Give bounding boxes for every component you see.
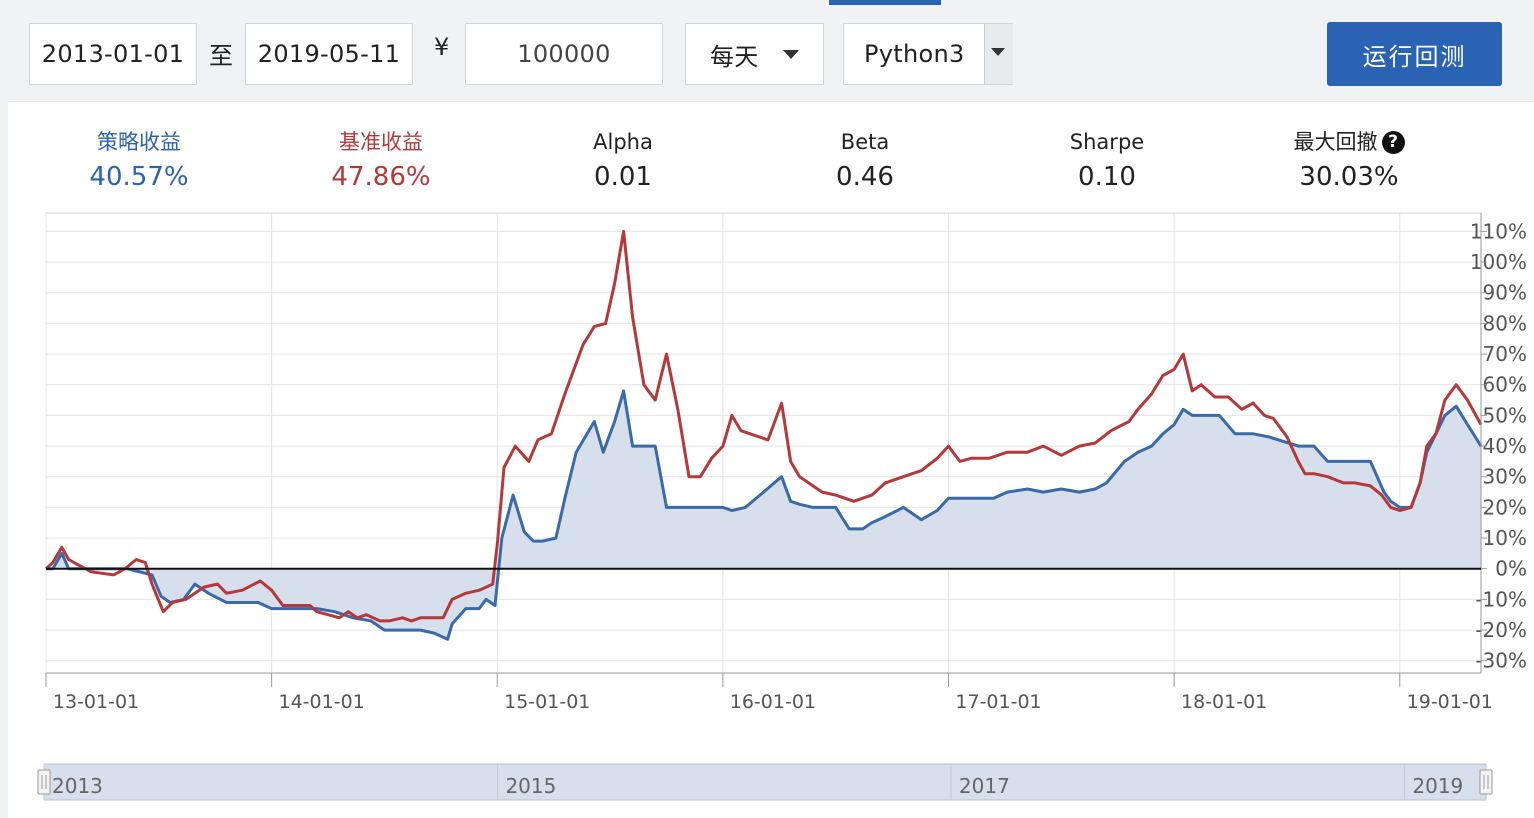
active-tab-indicator bbox=[829, 0, 941, 5]
stat-sharpe: Sharpe 0.10 bbox=[997, 128, 1217, 192]
x-tick-label: 19-01-01 bbox=[1407, 691, 1493, 713]
series-area-fill bbox=[46, 390, 1481, 640]
currency-symbol: ¥ bbox=[434, 33, 450, 61]
x-tick-label: 14-01-01 bbox=[279, 691, 365, 713]
y-tick-label: -20% bbox=[1475, 618, 1527, 642]
y-tick-label: -10% bbox=[1475, 587, 1527, 611]
stat-beta: Beta 0.46 bbox=[755, 128, 975, 192]
plot-area bbox=[45, 212, 1482, 674]
language-value: Python3 bbox=[864, 40, 965, 68]
x-tick-label: 15-01-01 bbox=[504, 691, 590, 713]
y-tick-label: 0% bbox=[1495, 557, 1527, 581]
language-select[interactable]: Python3 bbox=[843, 23, 1013, 85]
left-edge bbox=[0, 0, 8, 818]
stat-title-row: 最大回撤? bbox=[1239, 128, 1459, 156]
y-tick-label: 90% bbox=[1483, 281, 1527, 305]
stat-value: 40.57% bbox=[89, 162, 189, 192]
y-tick-label: 20% bbox=[1483, 495, 1527, 519]
run-backtest-button[interactable]: 运行回测 bbox=[1327, 22, 1502, 86]
capital-input[interactable]: 100000 bbox=[465, 23, 663, 85]
frequency-select[interactable]: 每天 bbox=[685, 23, 824, 85]
y-tick-label: 10% bbox=[1483, 526, 1527, 550]
frequency-value: 每天 bbox=[710, 42, 759, 71]
navigator-year-label: 2013 bbox=[52, 774, 103, 798]
end-date-value: 2019-05-11 bbox=[257, 40, 401, 68]
y-tick-label: -30% bbox=[1475, 649, 1527, 673]
strategy-line bbox=[46, 389, 1483, 641]
capital-value: 100000 bbox=[517, 40, 611, 68]
stat-value: 30.03% bbox=[1299, 162, 1399, 192]
start-date-value: 2013-01-01 bbox=[41, 40, 185, 68]
stat-title: Beta bbox=[840, 130, 890, 154]
benchmark-line bbox=[44, 229, 1483, 623]
y-tick-label: 70% bbox=[1483, 342, 1527, 366]
to-label: 至 bbox=[209, 42, 233, 70]
stat-title: 策略收益 bbox=[97, 130, 181, 154]
stat-benchmark-return: 基准收益 47.86% bbox=[271, 128, 491, 192]
end-date-input[interactable]: 2019-05-11 bbox=[245, 23, 413, 85]
stat-alpha: Alpha 0.01 bbox=[513, 128, 733, 192]
stat-value: 47.86% bbox=[331, 162, 431, 192]
y-tick-label: 100% bbox=[1470, 250, 1527, 274]
y-tick-label: 50% bbox=[1483, 403, 1527, 427]
stat-strategy-return: 策略收益 40.57% bbox=[29, 128, 249, 192]
navigator-year-label: 2015 bbox=[505, 774, 556, 798]
navigator-right-handle[interactable] bbox=[1479, 769, 1493, 795]
x-tick-label: 18-01-01 bbox=[1181, 691, 1267, 713]
language-dropdown-button[interactable] bbox=[984, 24, 1013, 84]
stat-title: 基准收益 bbox=[339, 130, 423, 154]
stat-value: 0.01 bbox=[594, 162, 652, 192]
stat-value: 0.46 bbox=[836, 162, 894, 192]
stat-title: 最大回撤 bbox=[1293, 130, 1378, 154]
navigator-year-label: 2017 bbox=[959, 774, 1010, 798]
x-tick-label: 16-01-01 bbox=[730, 691, 816, 713]
chevron-down-icon bbox=[991, 48, 1005, 56]
y-tick-label: 30% bbox=[1483, 465, 1527, 489]
x-tick-label: 17-01-01 bbox=[955, 691, 1041, 713]
y-tick-label: 80% bbox=[1483, 311, 1527, 335]
x-tick-label: 13-01-01 bbox=[53, 691, 139, 713]
navigator-year-label: 2019 bbox=[1412, 774, 1463, 798]
y-tick-label: 40% bbox=[1483, 434, 1527, 458]
stat-max-drawdown: 最大回撤? 30.03% bbox=[1239, 128, 1459, 192]
start-date-input[interactable]: 2013-01-01 bbox=[29, 23, 197, 85]
y-tick-label: 110% bbox=[1470, 219, 1527, 243]
question-circle-icon[interactable]: ? bbox=[1381, 131, 1405, 154]
stat-title: Alpha bbox=[593, 130, 653, 154]
stat-value: 0.10 bbox=[1078, 162, 1136, 192]
stat-title: Sharpe bbox=[1069, 130, 1145, 154]
chevron-down-icon bbox=[783, 50, 799, 59]
navigator-left-handle[interactable] bbox=[37, 769, 51, 795]
y-tick-label: 60% bbox=[1483, 373, 1527, 397]
range-navigator bbox=[43, 763, 1487, 801]
